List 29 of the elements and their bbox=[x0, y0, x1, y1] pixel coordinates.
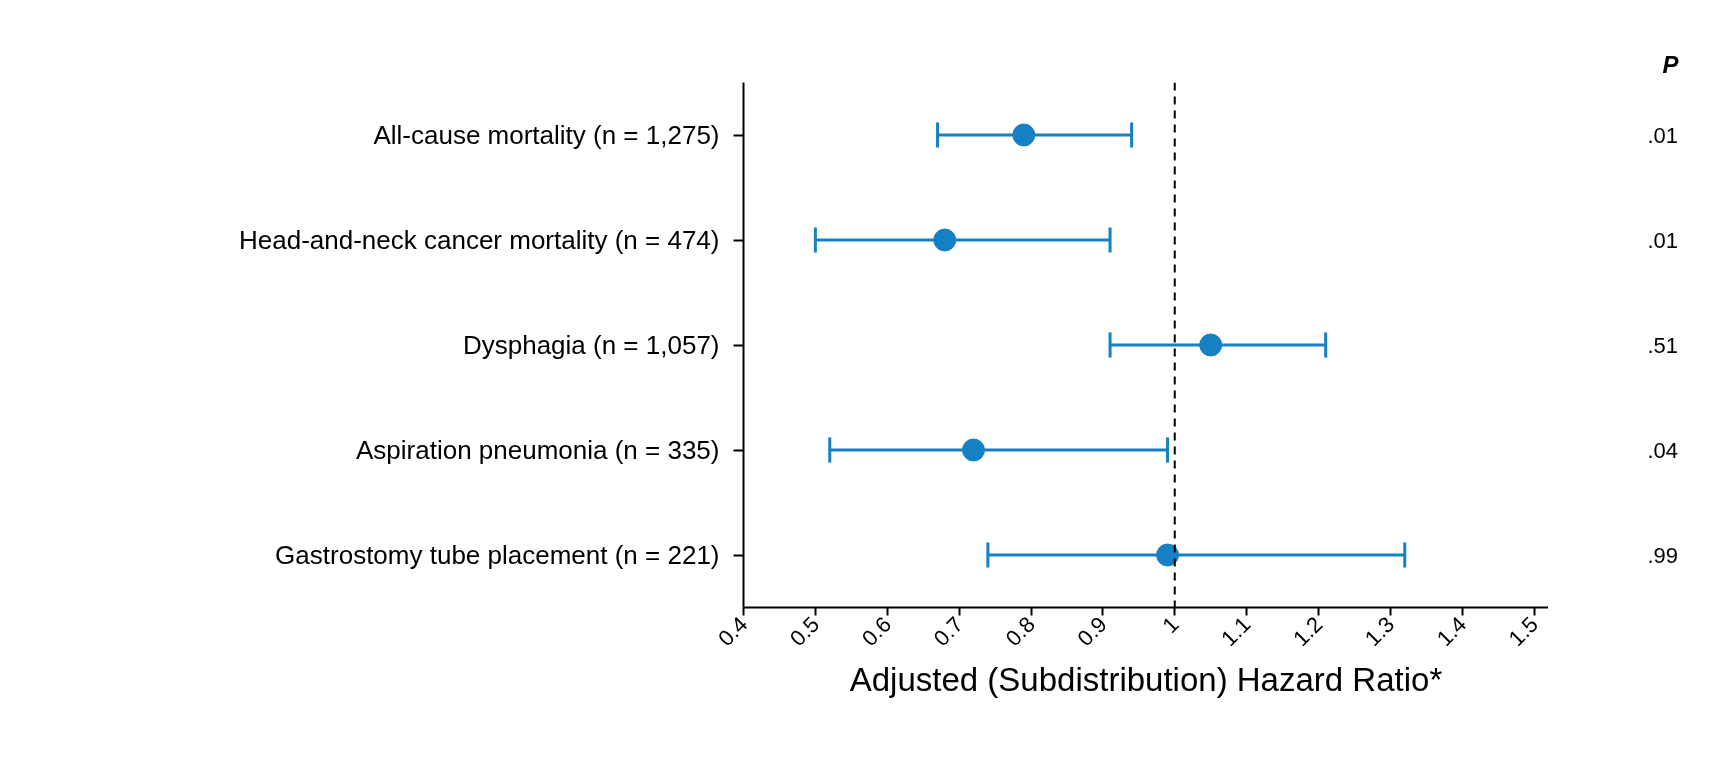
point bbox=[933, 228, 957, 252]
y-tick-label: Aspiration pneumonia (n = 335) bbox=[356, 435, 720, 465]
x-tick-label: 1.1 bbox=[1216, 611, 1256, 651]
text: P bbox=[1662, 50, 1680, 78]
point bbox=[962, 438, 985, 462]
text: .99 bbox=[1647, 542, 1679, 568]
x-tick-label: 1 bbox=[1157, 611, 1184, 638]
x-tick-label: 0.8 bbox=[1000, 611, 1040, 651]
x-tick-label: 1.4 bbox=[1431, 611, 1472, 651]
x-tick-label: 1.5 bbox=[1503, 611, 1543, 651]
x-tick-label: 1.3 bbox=[1359, 611, 1400, 651]
x-tick-label: 1.2 bbox=[1288, 611, 1328, 651]
x-tick-label: 0.9 bbox=[1072, 611, 1112, 651]
point bbox=[1012, 123, 1036, 147]
y-tick-label: All-cause mortality (n = 1,275) bbox=[373, 120, 720, 150]
x-tick-label: 0.6 bbox=[856, 611, 897, 651]
point bbox=[1199, 333, 1223, 357]
y-tick-label: Head-and-neck cancer mortality (n = 474) bbox=[239, 225, 720, 255]
x-tick-label: 0.4 bbox=[713, 611, 753, 651]
y-tick-label: Dysphagia (n = 1,057) bbox=[462, 330, 720, 360]
text: .51 bbox=[1647, 332, 1679, 358]
text: .01 bbox=[1647, 227, 1679, 253]
point bbox=[1156, 543, 1180, 567]
text: .04 bbox=[1647, 437, 1679, 463]
x-tick-label: 0.5 bbox=[784, 611, 825, 651]
y-tick-label: Gastrostomy tube placement (n = 221) bbox=[275, 540, 720, 570]
x-axis-title: Adjusted (Subdistribution) Hazard Ratio* bbox=[849, 660, 1443, 698]
text: .01 bbox=[1647, 122, 1679, 148]
x-tick-label: 0.7 bbox=[928, 611, 968, 651]
